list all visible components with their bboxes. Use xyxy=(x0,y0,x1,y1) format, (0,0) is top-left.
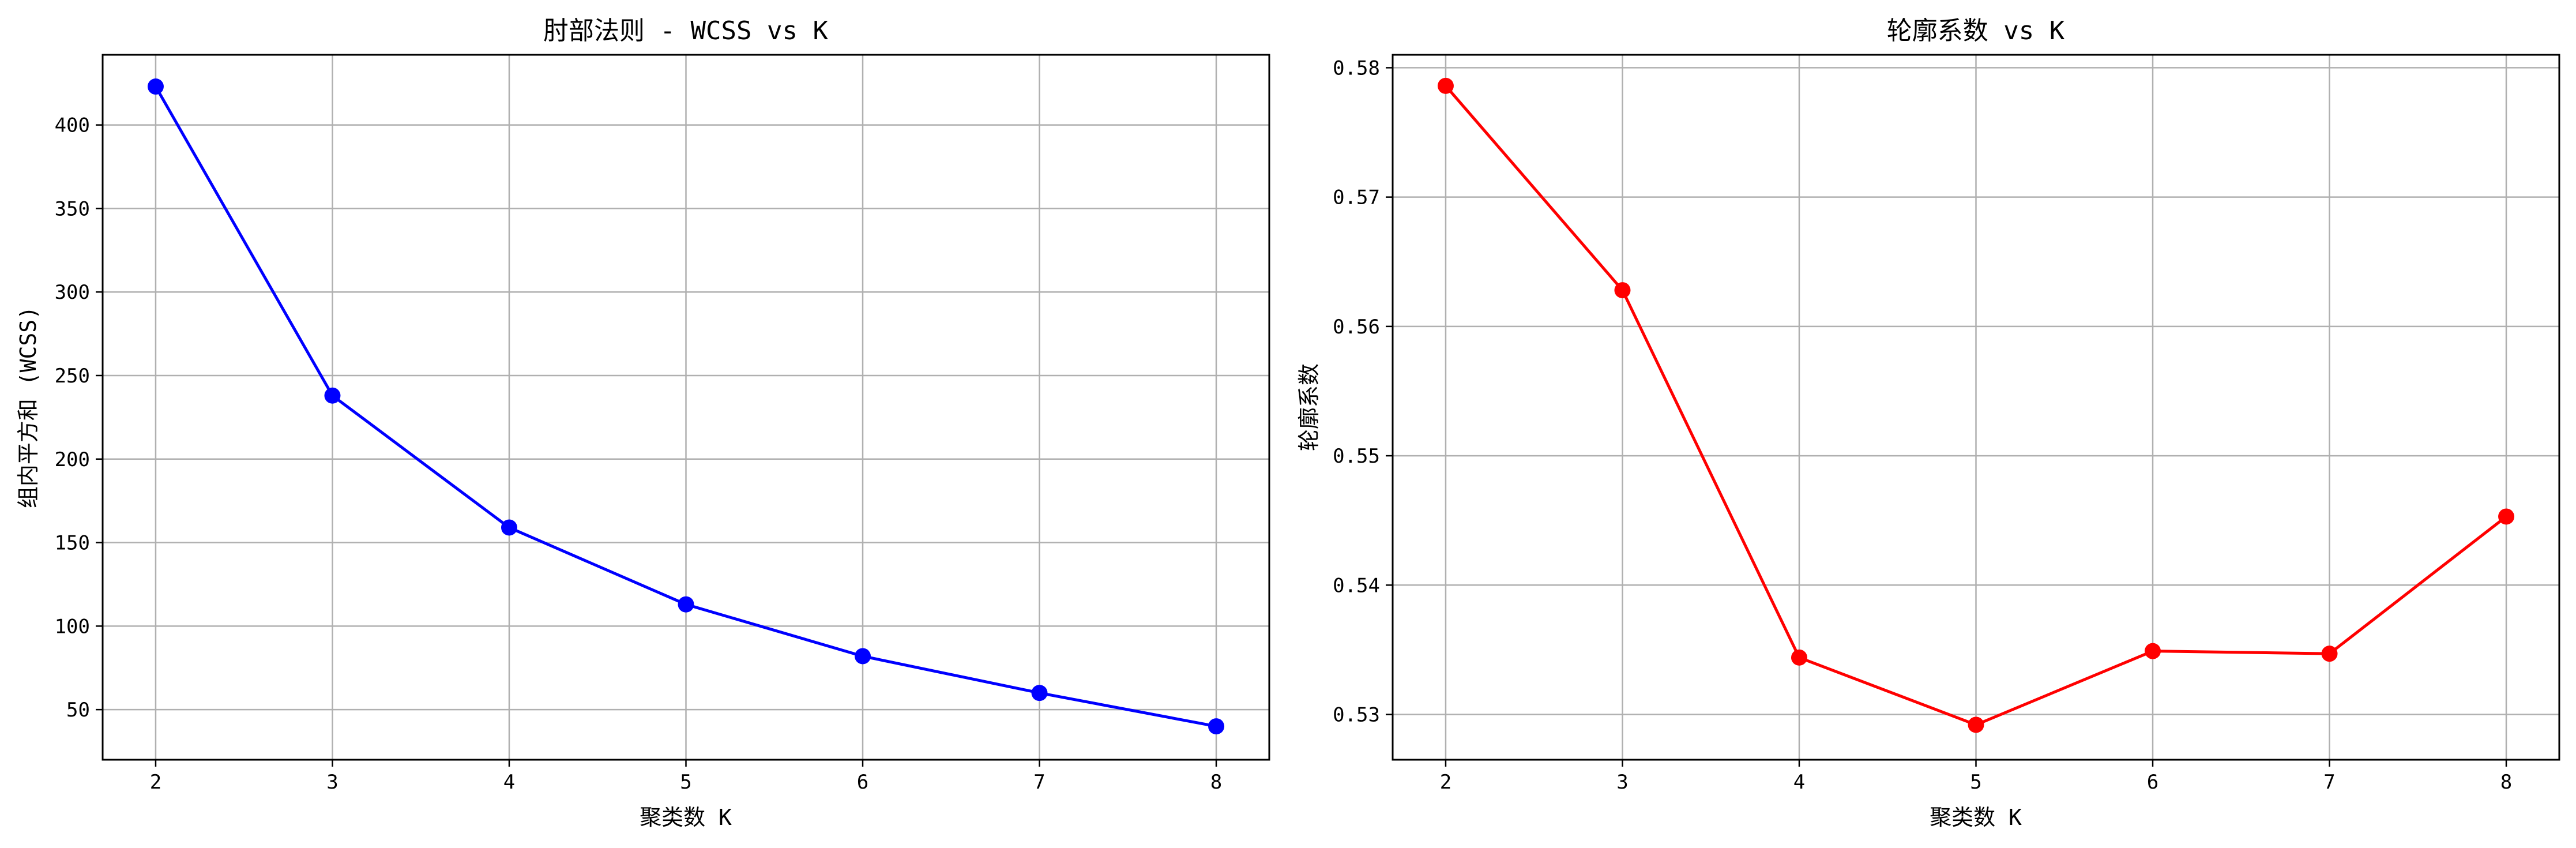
wcss-data-point xyxy=(1208,718,1225,735)
wcss-x-tick-label: 2 xyxy=(150,771,161,794)
wcss-y-tick-label: 300 xyxy=(55,281,90,304)
wcss-chart-title: 肘部法则 - WCSS vs K xyxy=(543,16,828,46)
wcss-x-tick-label: 3 xyxy=(326,771,338,794)
wcss-x-tick-label: 6 xyxy=(857,771,868,794)
silhouette-y-axis-label: 轮廓系数 xyxy=(1296,363,1322,451)
wcss-x-tick-label: 5 xyxy=(680,771,691,794)
silhouette-y-tick-label: 0.56 xyxy=(1333,316,1380,339)
silhouette-ticks: 2 3 4 5 6 7 8 0.53 0.54 0.55 0.56 0.57 0.58 xyxy=(1333,57,2512,794)
wcss-x-tick-label: 8 xyxy=(1210,771,1222,794)
silhouette-grid xyxy=(1393,55,2559,760)
wcss-y-tick-label: 100 xyxy=(55,615,90,638)
wcss-y-axis-label: 组内平方和 (WCSS) xyxy=(16,306,41,508)
silhouette-data-point xyxy=(2498,508,2515,525)
wcss-data-point xyxy=(855,648,871,665)
wcss-data-point xyxy=(678,596,694,613)
silhouette-x-tick-label: 6 xyxy=(2147,771,2158,794)
wcss-y-tick-label: 200 xyxy=(55,448,90,471)
wcss-ticks: 2 3 4 5 6 7 8 50 100 150 200 250 300 350 400 xyxy=(55,114,1223,794)
wcss-y-tick-label: 250 xyxy=(55,365,90,388)
wcss-y-tick-label: 350 xyxy=(55,197,90,220)
wcss-grid xyxy=(103,55,1269,760)
silhouette-x-tick-label: 8 xyxy=(2500,771,2512,794)
silhouette-data-point xyxy=(2321,646,2338,662)
wcss-y-tick-label: 50 xyxy=(66,699,90,722)
wcss-data-point xyxy=(1031,685,1048,701)
wcss-chart-panel: 2 3 4 5 6 7 8 50 100 150 200 250 300 350 400 肘部法则 - WC… xyxy=(16,16,1270,830)
wcss-data-point xyxy=(147,78,164,95)
wcss-data-point xyxy=(324,387,341,404)
wcss-x-axis-label: 聚类数 K xyxy=(640,805,732,830)
wcss-data-point xyxy=(501,519,517,536)
silhouette-x-tick-label: 4 xyxy=(1793,771,1805,794)
silhouette-chart-title: 轮廓系数 vs K xyxy=(1887,16,2065,46)
silhouette-y-tick-label: 0.53 xyxy=(1333,704,1380,727)
silhouette-x-tick-label: 3 xyxy=(1616,771,1628,794)
wcss-x-tick-label: 7 xyxy=(1033,771,1045,794)
silhouette-data-point xyxy=(2145,643,2161,659)
wcss-y-tick-label: 400 xyxy=(55,114,90,137)
silhouette-x-tick-label: 2 xyxy=(1440,771,1451,794)
silhouette-y-tick-label: 0.57 xyxy=(1333,186,1380,209)
silhouette-y-tick-label: 0.58 xyxy=(1333,57,1380,80)
silhouette-x-tick-label: 5 xyxy=(1970,771,1981,794)
silhouette-y-tick-label: 0.55 xyxy=(1333,445,1380,468)
silhouette-x-tick-label: 7 xyxy=(2323,771,2335,794)
silhouette-data-point xyxy=(1614,282,1631,299)
wcss-x-tick-label: 4 xyxy=(503,771,515,794)
silhouette-x-axis-label: 聚类数 K xyxy=(1930,805,2022,830)
silhouette-data-point xyxy=(1791,649,1807,666)
wcss-series xyxy=(147,78,1225,735)
wcss-y-tick-label: 150 xyxy=(55,532,90,555)
silhouette-series xyxy=(1437,77,2515,733)
silhouette-chart-panel: 2 3 4 5 6 7 8 0.53 0.54 0.55 0.56 0.57 0.58 轮廓系数 vs … xyxy=(1296,16,2560,830)
silhouette-data-point xyxy=(1437,77,1454,94)
silhouette-y-tick-label: 0.54 xyxy=(1333,574,1380,597)
silhouette-data-point xyxy=(1968,716,1984,733)
